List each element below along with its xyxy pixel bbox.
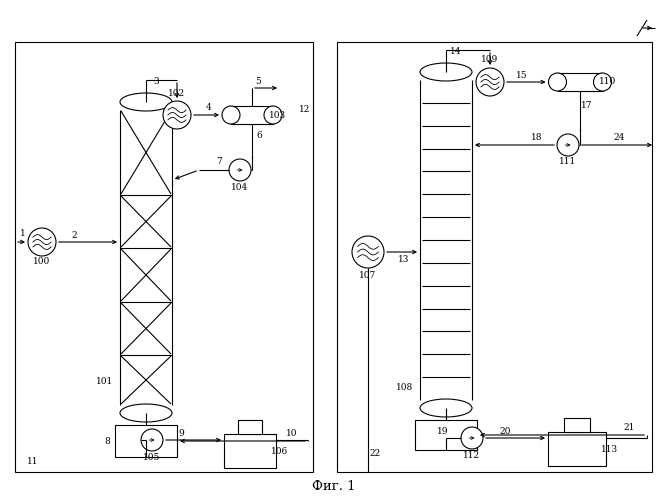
Bar bbox=[224, 434, 276, 468]
Text: Фиг. 1: Фиг. 1 bbox=[311, 480, 356, 494]
Text: 112: 112 bbox=[464, 450, 480, 460]
Text: 6: 6 bbox=[256, 132, 262, 140]
Ellipse shape bbox=[420, 63, 472, 81]
Text: 105: 105 bbox=[143, 452, 161, 462]
Bar bbox=[415, 420, 477, 450]
Ellipse shape bbox=[420, 399, 472, 417]
Bar bbox=[337, 42, 652, 472]
Text: 5: 5 bbox=[255, 76, 261, 86]
Text: 17: 17 bbox=[581, 100, 593, 110]
Text: 22: 22 bbox=[370, 450, 381, 458]
Text: 15: 15 bbox=[516, 70, 528, 80]
Bar bbox=[548, 432, 606, 466]
Text: 100: 100 bbox=[33, 258, 51, 266]
Circle shape bbox=[352, 236, 384, 268]
Text: 19: 19 bbox=[438, 426, 449, 436]
Text: 107: 107 bbox=[360, 270, 377, 280]
Text: 3: 3 bbox=[153, 78, 159, 86]
Circle shape bbox=[461, 427, 483, 449]
Ellipse shape bbox=[222, 106, 240, 124]
Circle shape bbox=[163, 101, 191, 129]
Bar bbox=[231, 106, 273, 124]
Bar bbox=[15, 42, 313, 472]
Text: 1: 1 bbox=[20, 230, 26, 238]
Text: 102: 102 bbox=[169, 88, 185, 98]
Circle shape bbox=[557, 134, 579, 156]
Text: 2: 2 bbox=[71, 230, 77, 239]
Text: 111: 111 bbox=[560, 158, 577, 166]
Text: 104: 104 bbox=[231, 182, 249, 192]
Bar bbox=[238, 420, 261, 434]
Ellipse shape bbox=[594, 73, 612, 91]
Text: 14: 14 bbox=[450, 48, 462, 56]
Text: 8: 8 bbox=[104, 436, 110, 446]
Bar bbox=[115, 425, 177, 457]
Text: 12: 12 bbox=[299, 106, 311, 114]
Text: 24: 24 bbox=[614, 134, 625, 142]
Ellipse shape bbox=[120, 93, 172, 111]
Text: 103: 103 bbox=[269, 110, 287, 120]
Text: 9: 9 bbox=[178, 428, 184, 438]
Text: 13: 13 bbox=[398, 256, 410, 264]
Text: 10: 10 bbox=[286, 428, 297, 438]
Ellipse shape bbox=[120, 404, 172, 422]
Bar bbox=[558, 73, 602, 91]
Bar bbox=[564, 418, 590, 432]
Text: 18: 18 bbox=[531, 134, 543, 142]
Text: 109: 109 bbox=[482, 56, 499, 64]
Ellipse shape bbox=[264, 106, 282, 124]
Text: 113: 113 bbox=[602, 444, 618, 454]
Circle shape bbox=[141, 429, 163, 451]
Text: 21: 21 bbox=[624, 422, 635, 432]
Text: 7: 7 bbox=[216, 158, 222, 166]
Text: 106: 106 bbox=[271, 446, 289, 456]
Circle shape bbox=[28, 228, 56, 256]
Text: 4: 4 bbox=[206, 104, 212, 112]
Text: 110: 110 bbox=[599, 78, 616, 86]
Circle shape bbox=[229, 159, 251, 181]
Text: 20: 20 bbox=[500, 426, 511, 436]
Text: 108: 108 bbox=[396, 384, 414, 392]
Text: 101: 101 bbox=[96, 378, 113, 386]
Circle shape bbox=[476, 68, 504, 96]
Ellipse shape bbox=[548, 73, 566, 91]
Text: 11: 11 bbox=[27, 458, 39, 466]
